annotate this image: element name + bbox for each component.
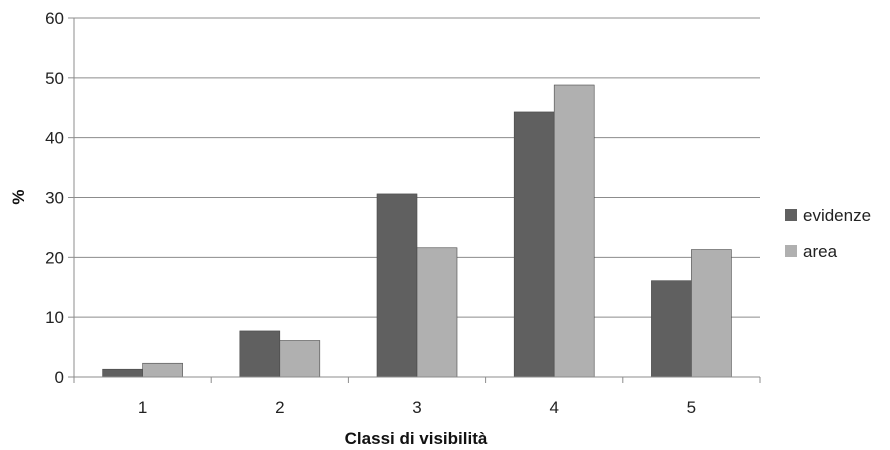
- x-axis-title: Classi di visibilità: [345, 429, 488, 448]
- y-tick-label: 20: [45, 248, 64, 267]
- bars: [102, 84, 732, 378]
- x-tick-label: 5: [687, 398, 696, 417]
- bar-evidenze-1: [102, 368, 143, 378]
- y-axis-title: %: [9, 189, 28, 204]
- bar-evidenze-2: [239, 330, 281, 378]
- y-tick-label: 0: [55, 368, 64, 387]
- legend-swatch-evidenze: [785, 209, 797, 221]
- x-tick-label: 4: [549, 398, 558, 417]
- axes: [68, 17, 761, 383]
- legend-swatch-area: [785, 245, 797, 257]
- bar-area-2: [279, 340, 321, 378]
- y-tick-label: 50: [45, 69, 64, 88]
- bar-area-3: [416, 247, 458, 378]
- x-tick-labels: 1 2 3 4 5: [138, 398, 696, 417]
- x-tick-label: 2: [275, 398, 284, 417]
- legend: evidenze area: [785, 206, 871, 261]
- legend-label-evidenze: evidenze: [803, 206, 871, 225]
- bar-area-4: [553, 84, 595, 378]
- x-tick-label: 3: [412, 398, 421, 417]
- y-tick-label: 60: [45, 9, 64, 28]
- bar-evidenze-5: [651, 280, 692, 378]
- x-tick-label: 1: [138, 398, 147, 417]
- y-tick-label: 40: [45, 129, 64, 148]
- y-tick-labels: 0 10 20 30 40 50 60: [45, 9, 64, 387]
- bar-area-1: [142, 362, 183, 378]
- bar-area-5: [691, 249, 732, 378]
- y-tick-label: 10: [45, 308, 64, 327]
- bar-evidenze-3: [376, 193, 418, 378]
- y-tick-label: 30: [45, 189, 64, 208]
- bar-evidenze-4: [513, 111, 555, 378]
- legend-label-area: area: [803, 242, 838, 261]
